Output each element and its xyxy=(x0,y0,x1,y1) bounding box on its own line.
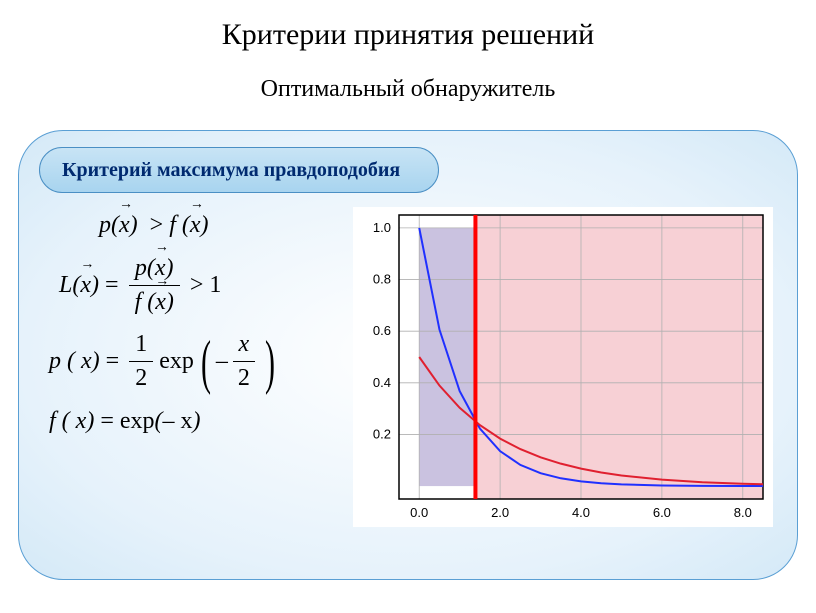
svg-text:4.0: 4.0 xyxy=(572,505,590,520)
svg-text:0.6: 0.6 xyxy=(373,323,391,338)
svg-text:6.0: 6.0 xyxy=(653,505,671,520)
svg-text:0.2: 0.2 xyxy=(373,426,391,441)
page-title: Критерии принятия решений xyxy=(0,0,816,52)
criterion-badge: Критерий максимума правдоподобия xyxy=(39,147,439,193)
svg-text:1.0: 1.0 xyxy=(373,220,391,235)
svg-text:0.8: 0.8 xyxy=(373,272,391,287)
svg-text:0.0: 0.0 xyxy=(410,505,428,520)
svg-text:2.0: 2.0 xyxy=(491,505,509,520)
svg-text:8.0: 8.0 xyxy=(734,505,752,520)
formula-3: p ( x) = 1 2 exp ( – x 2 ) xyxy=(49,330,349,393)
svg-text:0.4: 0.4 xyxy=(373,375,391,390)
chart-svg: 0.0 2.0 4.0 6.0 8.0 0.2 0.4 0.6 0.8 1.0 xyxy=(353,207,773,527)
formula-4: f ( x) = exp(– x) xyxy=(49,407,349,436)
badge-text: Критерий максимума правдоподобия xyxy=(62,159,400,182)
content-panel: Критерий максимума правдоподобия p(x) > … xyxy=(18,130,798,580)
page-subtitle: Оптимальный обнаружитель xyxy=(0,52,816,103)
formula-1: p(x) > f (x) xyxy=(49,211,349,240)
formula-block: p(x) > f (x) L(x) = p(x) f (x) > 1 p ( x… xyxy=(49,211,349,450)
chart: 0.0 2.0 4.0 6.0 8.0 0.2 0.4 0.6 0.8 1.0 xyxy=(353,207,773,527)
formula-2: L(x) = p(x) f (x) > 1 xyxy=(49,254,349,317)
